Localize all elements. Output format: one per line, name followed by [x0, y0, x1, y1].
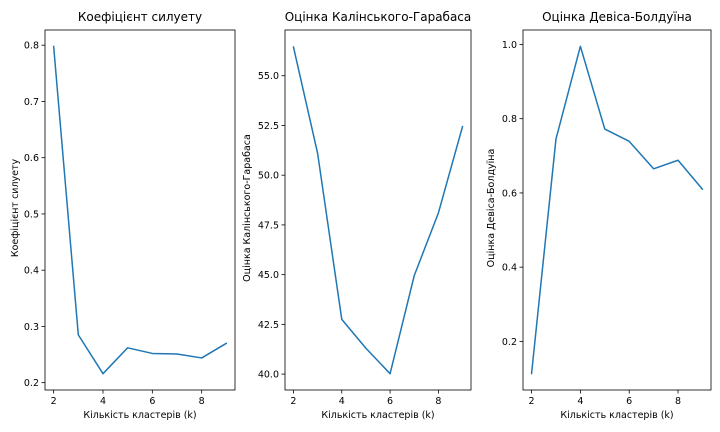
- x-axis-label: Кількість кластерів (k): [83, 410, 196, 421]
- y-axis-label: Оцінка Девіса-Болдуїна: [486, 149, 497, 268]
- y-tick-label: 0.4: [24, 266, 39, 277]
- y-tick-label: 1.0: [502, 40, 517, 51]
- plot-area-frame: [284, 29, 472, 391]
- panel-davies-bouldin: Оцінка Девіса-Болдуїна Кількість кластер…: [486, 10, 712, 421]
- y-tick-label: 0.3: [24, 322, 39, 333]
- x-tick-label: 8: [675, 396, 681, 407]
- x-tick-label: 8: [199, 396, 205, 407]
- y-tick-label: 45.0: [258, 270, 279, 281]
- x-tick-label: 2: [290, 396, 296, 407]
- plot-area-frame: [522, 29, 712, 391]
- y-tick-label: 50.0: [258, 171, 279, 182]
- chart-title: Оцінка Калінського-Гарабаса: [285, 10, 472, 24]
- y-tick-label: 0.8: [24, 41, 39, 52]
- series-line: [530, 45, 704, 375]
- panel-calinski-harabasz: Оцінка Калінського-Гарабаса Кількість кл…: [242, 10, 472, 421]
- series-line: [52, 45, 228, 375]
- y-tick-label: 52.5: [258, 121, 279, 132]
- y-tick-label: 0.2: [502, 337, 517, 348]
- x-axis-label: Кількість кластерів (k): [560, 410, 673, 421]
- x-tick-label: 6: [387, 396, 393, 407]
- x-axis-label: Кількість кластерів (k): [321, 410, 434, 421]
- y-axis-label: Коефіцієнт силуету: [10, 158, 21, 257]
- y-tick-label: 0.8: [502, 114, 517, 125]
- series-line: [292, 46, 464, 375]
- y-tick-label: 47.5: [258, 220, 279, 231]
- chart-title: Коефіцієнт силуету: [78, 10, 202, 24]
- y-tick-label: 0.2: [24, 378, 39, 389]
- y-tick-label: 0.7: [24, 97, 39, 108]
- y-tick-label: 55.0: [258, 71, 279, 82]
- y-tick-label: 42.5: [258, 320, 279, 331]
- x-tick-label: 4: [577, 396, 583, 407]
- y-tick-label: 0.6: [24, 153, 39, 164]
- y-tick-label: 0.4: [502, 263, 517, 274]
- y-axis-label: Оцінка Калінського-Гарабаса: [242, 134, 253, 282]
- x-tick-label: 2: [529, 396, 535, 407]
- x-tick-label: 4: [339, 396, 345, 407]
- y-tick-label: 40.0: [258, 370, 279, 381]
- panel-silhouette: Коефіцієнт силуету Кількість кластерів (…: [10, 10, 236, 421]
- x-tick-label: 2: [51, 396, 57, 407]
- x-tick-label: 8: [435, 396, 441, 407]
- y-tick-label: 0.6: [502, 188, 517, 199]
- chart-title: Оцінка Девіса-Болдуїна: [542, 10, 692, 24]
- x-tick-label: 6: [626, 396, 632, 407]
- x-tick-label: 6: [149, 396, 155, 407]
- y-tick-label: 0.5: [24, 209, 39, 220]
- x-tick-label: 4: [100, 396, 106, 407]
- plot-area-frame: [44, 29, 236, 391]
